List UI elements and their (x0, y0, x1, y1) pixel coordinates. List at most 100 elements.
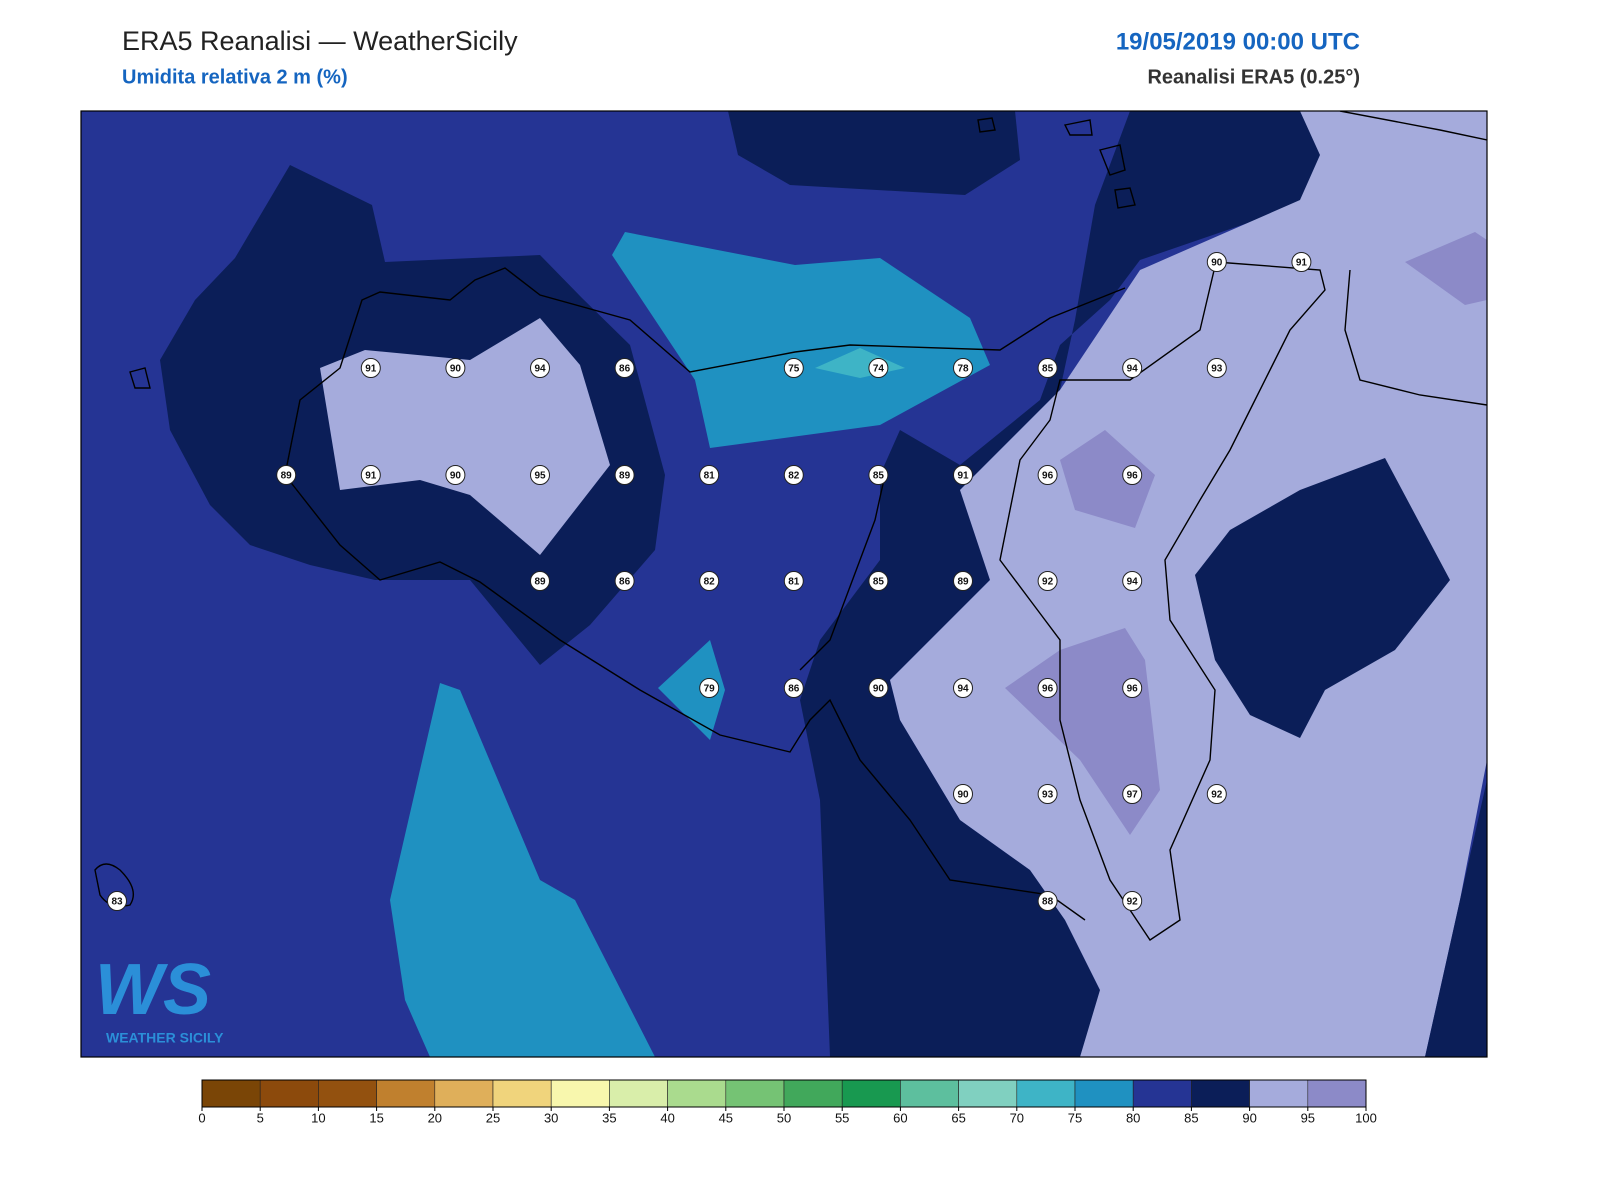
station-marker (1037, 465, 1058, 485)
colorbar-swatch (492, 1079, 552, 1108)
colorbar-swatch (1074, 1079, 1134, 1108)
station: 93 (1037, 784, 1058, 804)
colorbar: 0 5 10 15 20 25 30 35 40 45 50 55 60 65 70 75 80 85 90 95 10… (198, 1079, 1377, 1125)
colorbar-swatch (725, 1079, 785, 1108)
station-marker (614, 571, 635, 591)
station-value: 96 (1042, 684, 1054, 695)
colorbar-swatch (1016, 1079, 1076, 1108)
station: 74 (868, 358, 889, 378)
contour (1425, 780, 1487, 1057)
station: 85 (868, 571, 889, 591)
station-value: 89 (534, 577, 546, 588)
station: 94 (530, 358, 550, 378)
contour (800, 111, 1320, 1057)
station-marker (953, 678, 973, 698)
colorbar-swatch (1307, 1079, 1367, 1108)
station-value: 95 (534, 471, 546, 482)
contour (728, 111, 1020, 195)
colorbar-tick-label: 45 (719, 1110, 733, 1125)
colorbar-swatch (1191, 1079, 1250, 1108)
colorbar-tick-label: 60 (893, 1110, 907, 1125)
station-value: 86 (619, 364, 631, 375)
station: 78 (953, 358, 973, 378)
station-value: 90 (450, 364, 462, 375)
station-marker (107, 891, 127, 911)
station-marker (868, 358, 889, 378)
station-marker (530, 571, 550, 591)
station-value: 92 (1127, 897, 1139, 908)
station: 91 (953, 465, 973, 485)
title: ERA5 Reanalisi — WeatherSicily (122, 26, 518, 56)
station-marker (699, 465, 720, 485)
contour (1060, 430, 1155, 528)
colorbar-tick-label: 10 (311, 1110, 325, 1125)
colorbar-swatch (609, 1079, 668, 1108)
subtitle: Umidita relativa 2 m (%) (122, 66, 348, 88)
colorbar-tick-label: 95 (1301, 1110, 1315, 1125)
station: 96 (1122, 678, 1143, 698)
station: 75 (783, 358, 804, 378)
station: 86 (783, 678, 804, 698)
station-marker (953, 571, 973, 591)
station: 81 (699, 465, 720, 485)
colorbar-swatch (376, 1079, 436, 1108)
station-marker (783, 571, 804, 591)
map: WS WEATHER SICILY 90 91 91 90 94 86 75 74 78 85 94… (81, 111, 1487, 1057)
station-marker (530, 465, 550, 485)
colorbar-tick-label: 15 (369, 1110, 383, 1125)
colorbar-tick-label: 90 (1242, 1110, 1256, 1125)
station-value: 89 (619, 471, 631, 482)
station-value: 89 (281, 471, 293, 482)
station-value: 94 (534, 364, 546, 375)
station-value: 94 (957, 684, 969, 695)
colorbar-tick-label: 75 (1068, 1110, 1082, 1125)
colorbar-tick-label: 65 (951, 1110, 965, 1125)
station: 90 (445, 465, 466, 485)
colorbar-tick-label: 25 (486, 1110, 500, 1125)
station: 91 (1291, 252, 1312, 272)
logo-caption: WEATHER SICILY (106, 1030, 224, 1046)
station-marker (1206, 358, 1227, 378)
station: 90 (868, 678, 889, 698)
station-marker (783, 465, 804, 485)
station: 89 (953, 571, 973, 591)
colorbar-tick-label: 80 (1126, 1110, 1140, 1125)
station-marker (1122, 784, 1143, 804)
station-value: 92 (1211, 790, 1223, 801)
station-marker (783, 678, 804, 698)
station: 82 (699, 571, 720, 591)
station: 86 (614, 358, 635, 378)
station: 93 (1206, 358, 1227, 378)
station: 85 (1037, 358, 1058, 378)
station: 81 (783, 571, 804, 591)
station: 94 (953, 678, 973, 698)
colorbar-swatch (434, 1079, 494, 1108)
station-marker (1037, 891, 1058, 911)
station-value: 97 (1127, 790, 1139, 801)
station-marker (699, 571, 720, 591)
date: 19/05/2019 00:00 UTC (1116, 28, 1360, 55)
colorbar-tick-label: 35 (602, 1110, 616, 1125)
station-value: 96 (1127, 684, 1139, 695)
station: 89 (530, 571, 550, 591)
colorbar-tick-label: 85 (1184, 1110, 1198, 1125)
colorbar-tick-label: 70 (1010, 1110, 1024, 1125)
station-value: 92 (1042, 577, 1054, 588)
station-value: 91 (365, 471, 377, 482)
station-marker (953, 465, 973, 485)
station: 94 (1122, 358, 1143, 378)
colorbar-swatch (900, 1079, 959, 1108)
station-marker (614, 358, 635, 378)
colorbar-tick-label: 0 (198, 1110, 205, 1125)
station-marker (276, 465, 297, 485)
colorbar-tick-label: 100 (1355, 1110, 1377, 1125)
station-value: 81 (704, 471, 716, 482)
station-value: 85 (873, 577, 885, 588)
station-value: 75 (788, 364, 800, 375)
station-marker (1206, 252, 1227, 272)
contour (390, 683, 655, 1057)
station-value: 83 (111, 897, 123, 908)
logo: WS WEATHER SICILY (95, 950, 224, 1046)
coastline (1339, 111, 1487, 406)
